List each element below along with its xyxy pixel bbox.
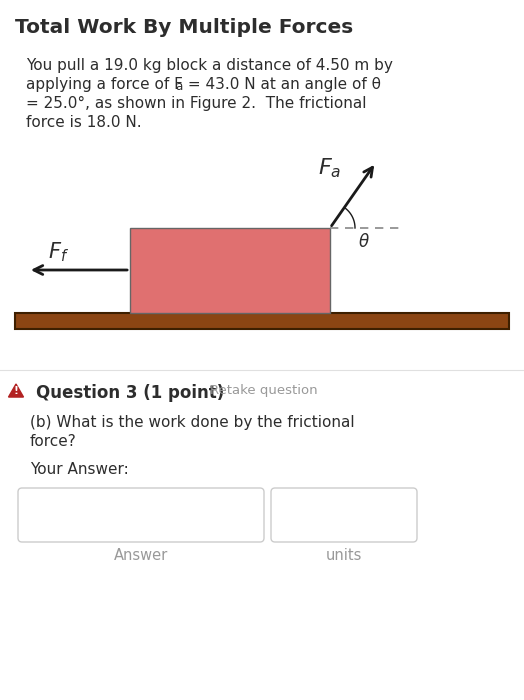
Text: (b) What is the work done by the frictional: (b) What is the work done by the frictio… bbox=[30, 415, 355, 430]
Text: !: ! bbox=[14, 386, 18, 396]
Text: units: units bbox=[326, 548, 362, 563]
Text: a: a bbox=[175, 80, 182, 92]
Text: Answer: Answer bbox=[114, 548, 168, 563]
Text: force?: force? bbox=[30, 434, 77, 449]
Text: $F_a$: $F_a$ bbox=[318, 156, 341, 180]
Text: = 25.0°, as shown in Figure 2.  The frictional: = 25.0°, as shown in Figure 2. The frict… bbox=[26, 96, 366, 111]
Text: applying a force of F: applying a force of F bbox=[26, 77, 183, 92]
Text: force is 18.0 N.: force is 18.0 N. bbox=[26, 115, 141, 130]
Bar bbox=[15, 313, 509, 329]
Polygon shape bbox=[8, 384, 24, 397]
Text: $\theta$: $\theta$ bbox=[358, 233, 370, 251]
Text: Retake question: Retake question bbox=[210, 384, 318, 397]
Bar bbox=[130, 228, 330, 313]
Text: $F_f$: $F_f$ bbox=[48, 240, 69, 264]
Text: Your Answer:: Your Answer: bbox=[30, 462, 129, 477]
FancyBboxPatch shape bbox=[18, 488, 264, 542]
Text: Question 3 (1 point): Question 3 (1 point) bbox=[36, 384, 224, 402]
Text: You pull a 19.0 kg block a distance of 4.50 m by: You pull a 19.0 kg block a distance of 4… bbox=[26, 58, 393, 73]
Text: Total Work By Multiple Forces: Total Work By Multiple Forces bbox=[15, 18, 353, 37]
Text: = 43.0 N at an angle of θ: = 43.0 N at an angle of θ bbox=[183, 77, 381, 92]
FancyBboxPatch shape bbox=[271, 488, 417, 542]
